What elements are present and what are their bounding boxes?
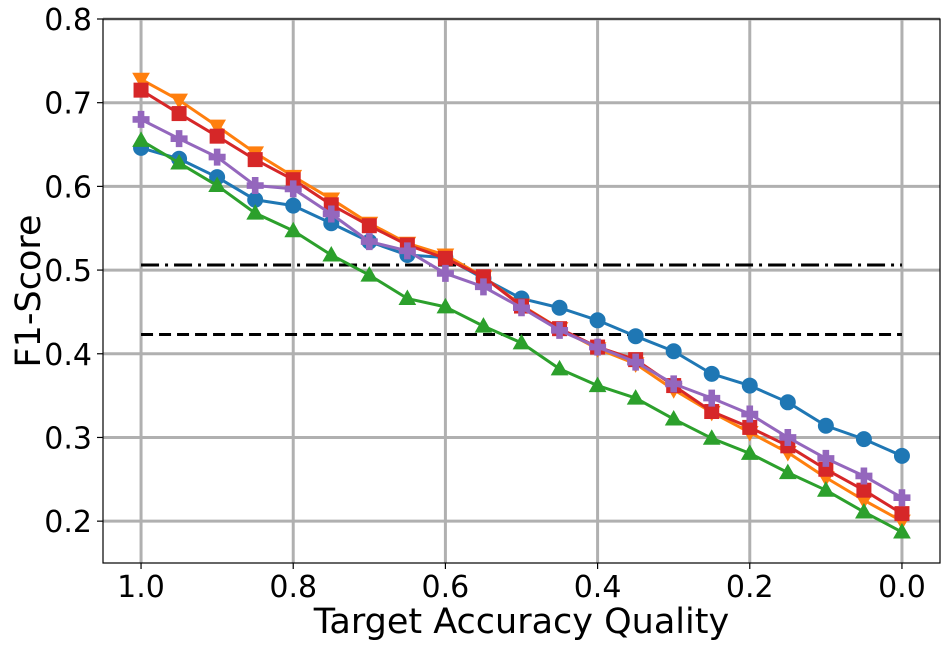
plus-marker — [627, 353, 645, 371]
plus-marker — [589, 338, 607, 356]
circle-marker — [627, 328, 644, 345]
circle-marker — [741, 377, 758, 394]
plus-marker — [284, 180, 302, 198]
plus-marker — [513, 299, 530, 317]
triangle-up-marker — [702, 429, 721, 445]
triangle-up-marker — [208, 176, 226, 193]
y-tick-label: 0.2 — [44, 505, 92, 540]
triangle-up-marker — [664, 410, 683, 426]
circle-marker — [855, 431, 872, 448]
triangle-up-marker — [855, 502, 873, 519]
square-marker — [361, 218, 377, 234]
plus-marker — [208, 148, 226, 166]
square-marker — [171, 106, 187, 122]
y-axis-ticks: 0.2 0.3 0.4 0.5 0.6 0.7 0.8 — [44, 3, 103, 540]
x-tick-label: 0.8 — [269, 570, 317, 605]
series-group — [132, 72, 911, 539]
y-axis-title: F1-Score — [9, 214, 49, 367]
circle-marker — [893, 447, 910, 464]
plus-marker — [436, 264, 454, 282]
series-3 — [132, 131, 911, 539]
circle-marker — [551, 299, 568, 316]
plus-marker — [703, 389, 721, 407]
x-tick-label: 0.2 — [726, 570, 774, 605]
triangle-up-marker — [436, 297, 455, 314]
circle-marker — [589, 312, 606, 329]
triangle-up-marker — [170, 153, 188, 170]
plus-marker — [246, 177, 264, 195]
triangle-up-marker — [246, 204, 265, 220]
plot-frame — [102, 18, 941, 564]
circle-marker — [703, 365, 720, 382]
square-marker — [133, 82, 149, 98]
y-tick-label: 0.4 — [44, 338, 92, 373]
square-marker — [437, 250, 453, 266]
square-marker — [894, 506, 910, 522]
triangle-down-marker — [208, 119, 226, 136]
triangle-up-marker — [817, 481, 835, 497]
y-tick-label: 0.5 — [44, 254, 92, 289]
triangle-up-marker — [322, 246, 341, 262]
circle-marker — [665, 343, 682, 360]
x-tick-label: 0.6 — [422, 570, 470, 605]
triangle-up-marker — [588, 376, 607, 393]
plus-marker — [398, 242, 416, 260]
triangle-up-marker — [550, 359, 569, 376]
x-tick-label: 0.0 — [878, 570, 926, 605]
plus-marker — [741, 405, 759, 423]
plus-marker — [855, 467, 873, 485]
square-marker — [856, 482, 872, 498]
triangle-up-marker — [360, 266, 379, 282]
triangle-up-marker — [132, 131, 150, 147]
plus-marker — [665, 375, 683, 393]
y-tick-label: 0.8 — [44, 3, 92, 38]
triangle-up-marker — [284, 221, 303, 238]
plus-marker — [360, 233, 378, 251]
square-marker — [247, 152, 263, 168]
plus-marker — [322, 205, 340, 223]
square-marker — [209, 128, 225, 144]
plus-marker — [893, 489, 911, 507]
triangle-up-marker — [512, 333, 531, 350]
plus-marker — [132, 110, 150, 128]
y-tick-label: 0.7 — [44, 87, 92, 122]
x-axis-ticks: 1.0 0.8 0.6 0.4 0.2 0.0 — [117, 563, 926, 605]
y-tick-label: 0.3 — [44, 421, 92, 456]
triangle-up-marker — [398, 289, 417, 306]
plus-marker — [817, 449, 835, 467]
plus-marker — [170, 130, 188, 148]
circle-marker — [779, 394, 796, 411]
x-tick-label: 1.0 — [117, 570, 165, 605]
triangle-up-marker — [626, 389, 645, 405]
triangle-up-marker — [778, 463, 797, 480]
triangle-up-marker — [893, 523, 911, 539]
plus-marker — [779, 428, 797, 446]
y-tick-label: 0.6 — [44, 170, 92, 205]
plus-marker — [474, 278, 492, 296]
x-tick-label: 0.4 — [574, 570, 622, 605]
triangle-down-marker — [132, 72, 150, 89]
circle-marker — [285, 197, 302, 214]
x-axis-title: Target Accuracy Quality — [313, 602, 729, 642]
plus-marker — [551, 321, 569, 339]
circle-marker — [817, 417, 834, 434]
triangle-up-marker — [474, 317, 493, 333]
series-5 — [132, 110, 911, 507]
triangle-down-marker — [170, 93, 188, 110]
triangle-up-marker — [740, 444, 759, 460]
